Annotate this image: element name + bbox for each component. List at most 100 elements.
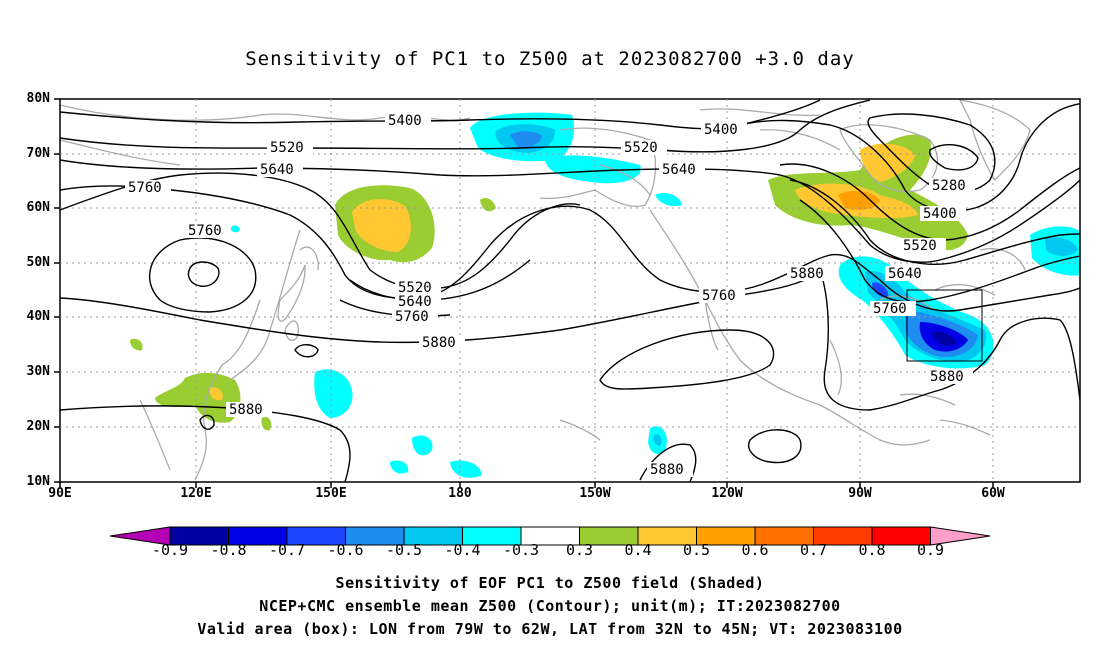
- contour-label: 5640: [260, 162, 294, 178]
- contour-5880-spot: [294, 344, 319, 358]
- contour-label: 5760: [188, 223, 222, 239]
- contour-label: 5640: [662, 162, 696, 178]
- shade-positive-westpac-core: [209, 387, 223, 401]
- lat-label: 50N: [26, 255, 50, 270]
- colorbar-label: 0.6: [741, 541, 769, 559]
- contour-5880-pacific-high: [599, 329, 775, 390]
- shade-positive-westpac: [155, 372, 241, 423]
- contour-label: 5760: [395, 309, 429, 325]
- shade-negative-small-3: [655, 193, 682, 207]
- lon-label: 90E: [48, 486, 72, 501]
- lat-label: 80N: [26, 91, 50, 106]
- colorbar-label: -0.9: [151, 541, 189, 559]
- colorbar-label: 0.4: [624, 541, 652, 559]
- contour-label: 5520: [270, 140, 304, 156]
- contour-5880-small: [187, 261, 220, 287]
- shade-positive-canada-core-3: [838, 190, 880, 210]
- colorbar-label: -0.3: [502, 541, 540, 559]
- shade-negative-trop-1: [412, 435, 433, 456]
- contour-label: 5760: [873, 301, 907, 317]
- contour-5760-west: [60, 185, 1080, 312]
- contour-5640-east: [789, 179, 1080, 265]
- shade-negative-arctic-2: [545, 155, 641, 184]
- shade-positive-westpac-3: [130, 338, 143, 351]
- lon-label: 150W: [579, 486, 611, 501]
- colorbar-label: 0.3: [565, 541, 594, 559]
- contour-label: 5520: [398, 280, 432, 296]
- figure-title: Sensitivity of PC1 to Z500 at 2023082700…: [245, 48, 855, 70]
- shade-negative-trop-3: [450, 460, 482, 478]
- contour-label: 5280: [932, 178, 966, 194]
- colorbar-label: 0.8: [858, 541, 886, 559]
- lat-label: 20N: [26, 419, 50, 434]
- contour-5520: [60, 99, 871, 153]
- lon-label: 90W: [848, 486, 872, 501]
- shade-negative-eastus-deep: [932, 331, 956, 346]
- contour-label: 5880: [790, 266, 824, 282]
- contour-label: 5760: [128, 180, 162, 196]
- coast-japan: [277, 264, 306, 322]
- shade-positive-westpac-2: [261, 416, 272, 431]
- colorbar-label: -0.7: [268, 541, 306, 559]
- lon-label: 150E: [315, 486, 347, 501]
- contour-5880-west-low: [149, 237, 257, 313]
- contour-label: 5880: [229, 402, 263, 418]
- colorbar-label: -0.6: [327, 541, 364, 559]
- contour-label: 5640: [398, 294, 432, 310]
- coast-northamerica: [649, 209, 1026, 446]
- contour-label: 5760: [702, 288, 736, 304]
- map-frame: [59, 98, 1081, 483]
- contour-label: 5880: [650, 462, 684, 478]
- contour-labels: 5400 5520 5640 5760 5760 5520 5640 5760 …: [125, 113, 975, 478]
- contour-label: 5640: [888, 266, 922, 282]
- lon-label: 180: [448, 486, 472, 501]
- shade-negative-atlantic-core: [1045, 237, 1078, 256]
- contour-label: 5880: [422, 335, 456, 351]
- colorbar-label: -0.5: [385, 541, 423, 559]
- shade-negative-arctic-core: [510, 131, 542, 148]
- contour-5520-upper: [60, 172, 581, 290]
- shade-negative-eastus-top: [872, 282, 889, 298]
- contour-5760-east: [799, 199, 1080, 303]
- shade-positive-small-2: [230, 225, 240, 233]
- contour-label: 5880: [930, 369, 964, 385]
- lat-label: 60N: [26, 200, 50, 215]
- colorbar-label: 0.9: [916, 541, 945, 559]
- contour-5880-tiny: [199, 414, 215, 430]
- lat-label: 10N: [26, 474, 50, 489]
- shade-positive-small-1: [480, 197, 496, 212]
- contour-label: 5400: [388, 113, 422, 129]
- colorbar-swatch-max: [930, 526, 991, 546]
- lat-label: 30N: [26, 364, 50, 379]
- contour-label: 5520: [624, 140, 658, 156]
- caption-contour: NCEP+CMC ensemble mean Z500 (Contour); u…: [259, 597, 841, 615]
- lon-label: 120E: [180, 486, 212, 501]
- colorbar: [109, 526, 991, 546]
- colorbar-label: 0.7: [799, 541, 828, 559]
- lat-label: 40N: [26, 309, 50, 324]
- shade-negative-trop-4-core: [653, 434, 662, 446]
- coast-hudson: [839, 124, 939, 193]
- grid-lines: [60, 99, 1080, 482]
- shade-negative-midpac: [314, 369, 353, 418]
- lat-label: 70N: [26, 146, 50, 161]
- lon-label: 120W: [711, 486, 743, 501]
- valid-area-box: [906, 289, 983, 362]
- contour-5880-lower: [748, 429, 802, 464]
- coast-greenland: [958, 99, 1031, 182]
- caption-valid-area: Valid area (box): LON from 79W to 62W, L…: [197, 620, 903, 638]
- lon-label: 60W: [981, 486, 1005, 501]
- contour-5280-inner: [928, 144, 979, 171]
- caption-shaded: Sensitivity of EOF PC1 to Z500 field (Sh…: [335, 574, 765, 592]
- coast-alaska: [539, 127, 657, 207]
- axis-ticks: [54, 98, 994, 488]
- contour-5880-south: [60, 405, 351, 482]
- coast-caribbean: [559, 393, 991, 441]
- colorbar-label: 0.5: [682, 541, 711, 559]
- coast-arctic: [699, 108, 841, 151]
- colorbar-label: -0.8: [210, 541, 247, 559]
- shade-positive-pacific-core: [352, 199, 411, 252]
- shade-negative-trop-2: [390, 460, 409, 474]
- contour-label: 5520: [903, 238, 937, 254]
- contour-label: 5400: [923, 206, 957, 222]
